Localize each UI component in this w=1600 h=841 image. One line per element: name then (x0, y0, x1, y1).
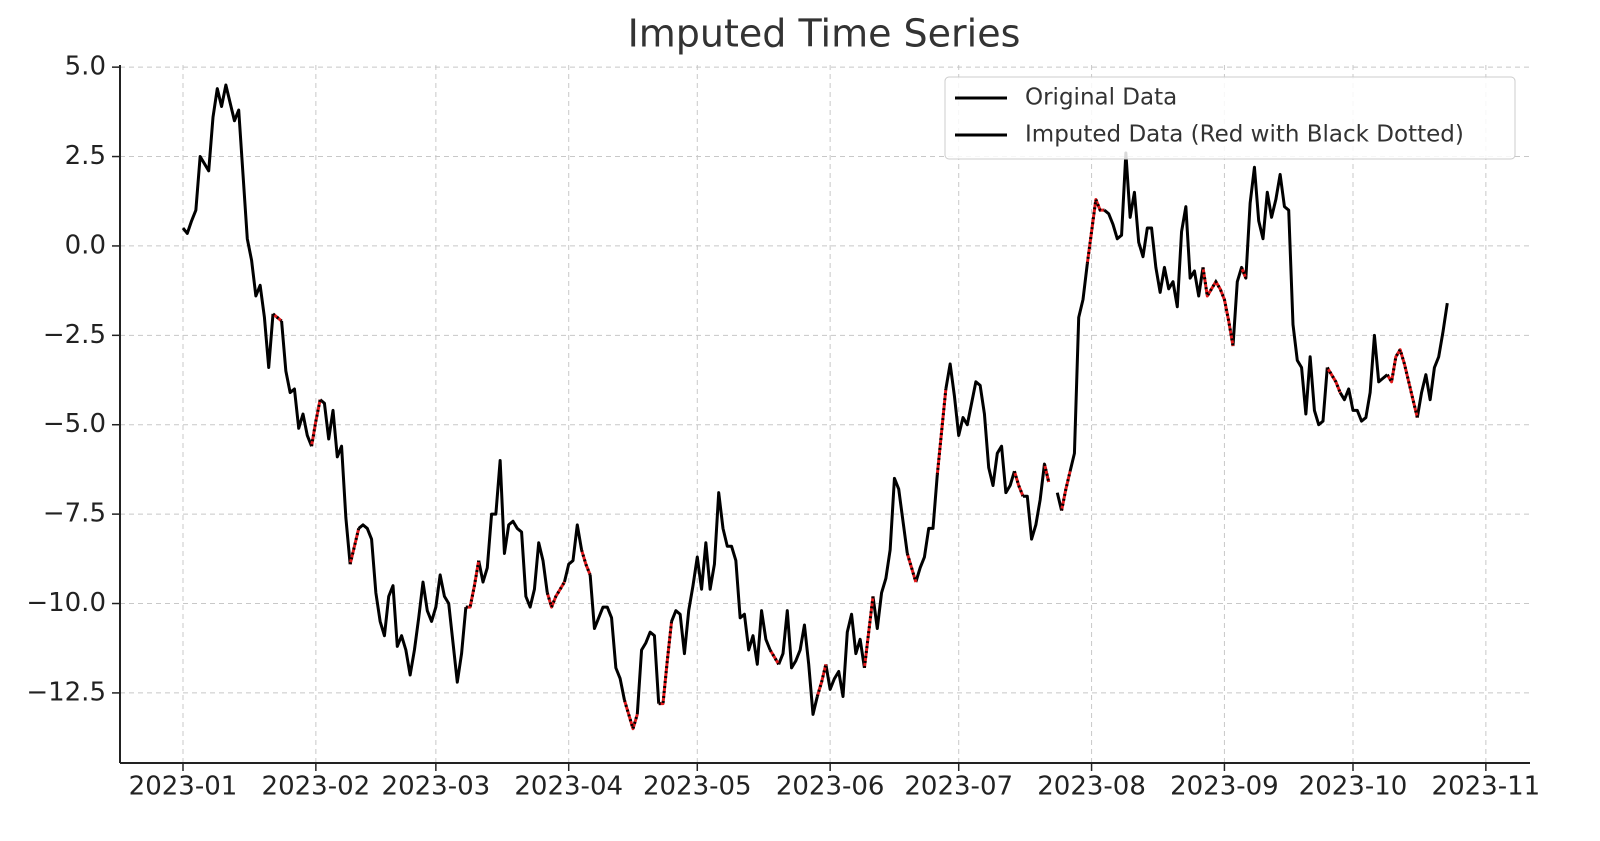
legend-label: Imputed Data (Red with Black Dotted) (1025, 122, 1464, 148)
y-tick-label: 5.0 (65, 52, 106, 82)
x-tick-label: 2023-11 (1432, 772, 1541, 802)
x-tick-label: 2023-06 (776, 772, 885, 802)
y-tick-label: −12.5 (26, 677, 106, 707)
y-tick-label: −7.5 (43, 499, 106, 529)
x-tick-label: 2023-05 (643, 772, 752, 802)
x-tick-label: 2023-07 (904, 772, 1013, 802)
y-tick-label: −10.0 (26, 588, 106, 618)
x-tick-label: 2023-10 (1299, 772, 1408, 802)
series-dots (272, 193, 1419, 734)
series-line (181, 83, 1449, 716)
y-tick-label: 2.5 (65, 141, 106, 171)
y-tick-label: −5.0 (43, 409, 106, 439)
x-tick-label: 2023-01 (129, 772, 238, 802)
y-tick-label: 0.0 (65, 230, 106, 260)
legend-label: Original Data (1025, 85, 1177, 111)
legend-box (944, 76, 1516, 160)
x-tick-label: 2023-03 (382, 772, 491, 802)
x-tick-label: 2023-09 (1170, 772, 1279, 802)
x-tick-label: 2023-08 (1037, 772, 1146, 802)
y-tick-label: −2.5 (43, 320, 106, 350)
legend: Original Data Imputed Data (Red with Blac… (944, 76, 1516, 160)
x-tick-label: 2023-04 (514, 772, 623, 802)
x-tick-label: 2023-02 (262, 772, 371, 802)
chart-title: Imputed Time Series (628, 12, 1021, 56)
